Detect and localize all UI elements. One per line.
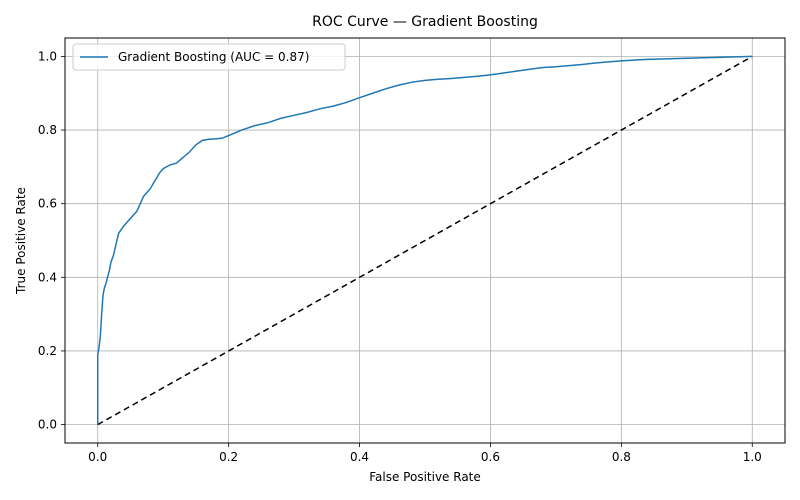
- x-tick-label: 0.0: [88, 450, 107, 464]
- legend-label-gradient-boosting: Gradient Boosting (AUC = 0.87): [118, 50, 309, 64]
- plot-frame: [64, 37, 786, 444]
- y-ticks: 0.0 0.2 0.4 0.6 0.8 1.0: [38, 49, 65, 432]
- x-ticks: 0.0 0.2 0.4 0.6 0.8 1.0: [88, 443, 762, 464]
- x-tick-label: 0.2: [219, 450, 238, 464]
- y-tick-label: 0.8: [38, 123, 57, 137]
- y-tick-label: 0.4: [38, 270, 57, 284]
- y-tick-label: 1.0: [38, 49, 57, 63]
- x-axis-label: False Positive Rate: [369, 470, 481, 484]
- legend-box: [72, 43, 346, 71]
- y-tick-label: 0.6: [38, 197, 57, 211]
- legend: Gradient Boosting (AUC = 0.87): [72, 43, 346, 71]
- series-layer: [96, 55, 753, 426]
- chart-title: ROC Curve — Gradient Boosting: [312, 14, 538, 30]
- x-tick-label: 1.0: [743, 450, 762, 464]
- y-tick-label: 0.0: [38, 418, 57, 432]
- x-tick-label: 0.4: [350, 450, 369, 464]
- chance-diagonal-line: [97, 55, 753, 426]
- roc-curve-line: [96, 55, 753, 425]
- x-tick-label: 0.8: [612, 450, 631, 464]
- x-tick-label: 0.6: [481, 450, 500, 464]
- y-axis-label: True Positive Rate: [14, 187, 28, 295]
- y-tick-label: 0.2: [38, 344, 57, 358]
